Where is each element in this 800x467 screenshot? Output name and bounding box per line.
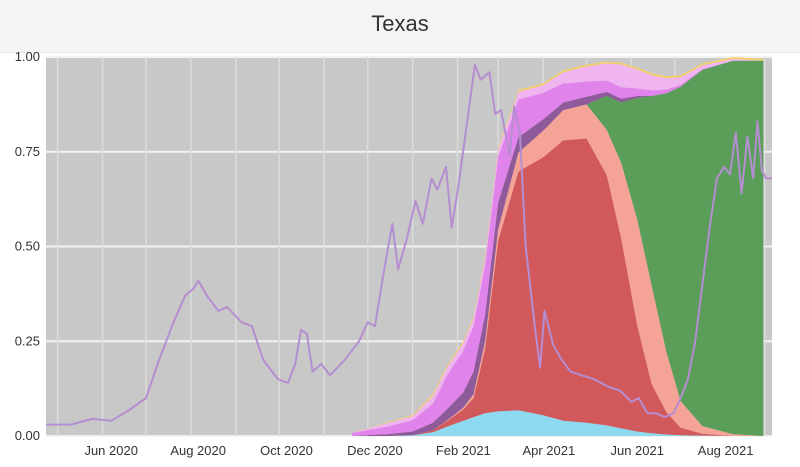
area-salmon [351, 104, 764, 437]
x-tick-label: Feb 2021 [436, 443, 491, 458]
series-line [46, 63, 772, 426]
chart-title: Texas [371, 11, 429, 36]
x-tick-label: Dec 2020 [347, 443, 403, 458]
area-green [351, 60, 764, 437]
x-tick-label: Jun 2020 [84, 443, 138, 458]
x-tick-label: Aug 2020 [170, 443, 226, 458]
stacked-areas [351, 57, 764, 437]
y-tick-label: 0.50 [15, 239, 40, 254]
area-red [351, 138, 764, 436]
axes: 0.00 0.25 0.50 0.75 1.00 Jun 2020 Aug 2020 Oct … [15, 49, 754, 458]
x-tick-label: Oct 2020 [260, 443, 313, 458]
x-tick-label: Apr 2021 [522, 443, 575, 458]
title-bar [0, 0, 800, 53]
x-tick-label: Jun 2021 [610, 443, 664, 458]
y-tick-label: 0.25 [15, 333, 40, 348]
y-tick-label: 1.00 [15, 49, 40, 64]
y-tick-label: 0.00 [15, 428, 40, 443]
x-tick-label: Aug 2021 [698, 443, 754, 458]
line-layer [46, 63, 772, 426]
y-tick-label: 0.75 [15, 144, 40, 159]
area-light-blue [351, 410, 764, 436]
